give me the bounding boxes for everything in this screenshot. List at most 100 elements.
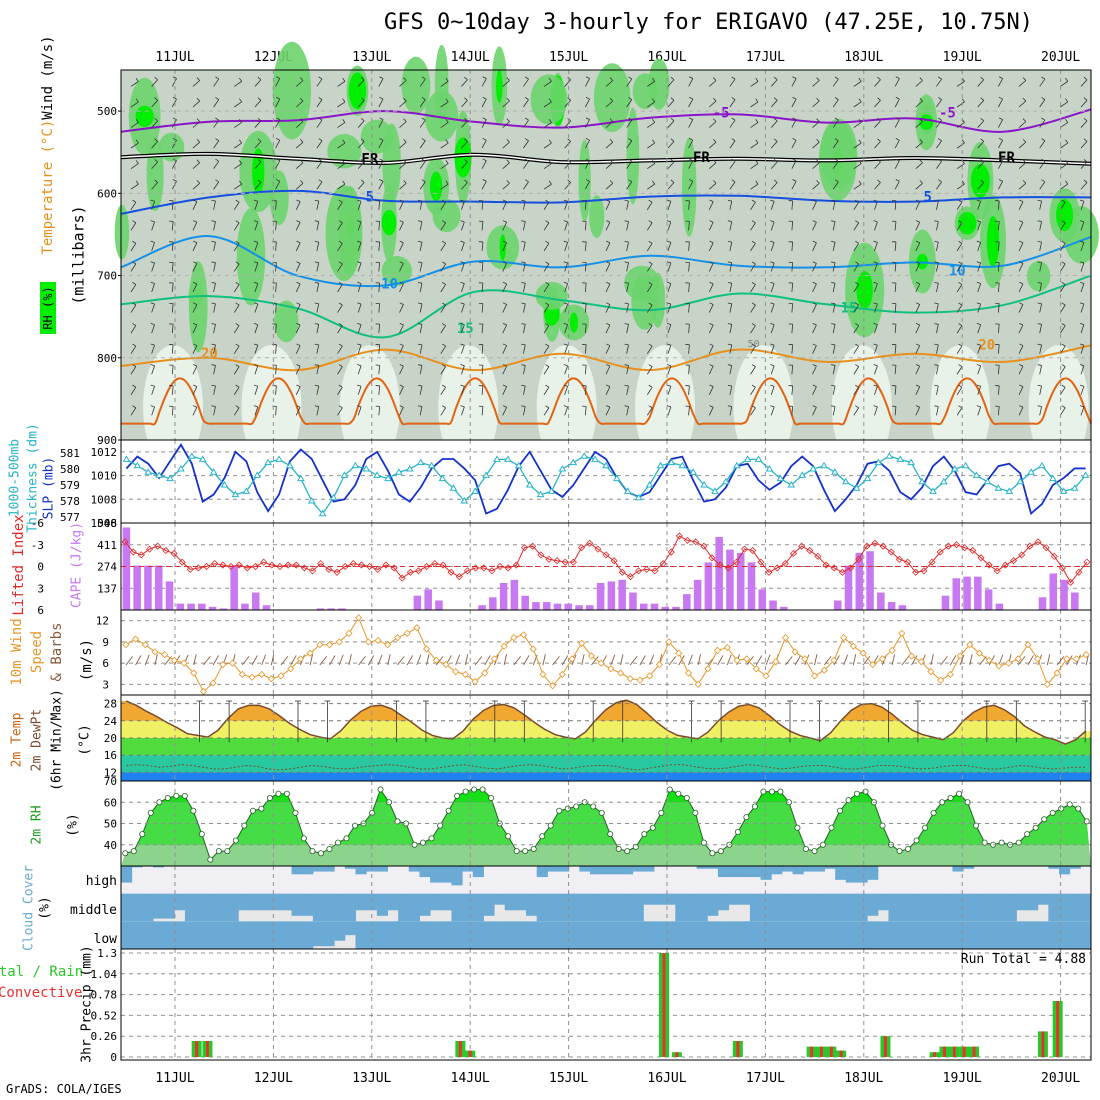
cloud-bar <box>973 921 985 949</box>
wind-barb <box>1018 304 1024 313</box>
wind-barb-flag <box>915 364 920 367</box>
cloud-bar <box>856 893 868 922</box>
wind-barb-flag <box>399 261 404 264</box>
cloud-bar <box>621 921 634 949</box>
wind-barb <box>626 99 633 108</box>
wind-speed-marker <box>723 643 731 652</box>
lifted-index-marker <box>594 545 602 553</box>
cape-bar <box>607 581 616 610</box>
wind-barb-flag <box>1022 97 1027 102</box>
rh-moist-area <box>632 73 658 110</box>
cloud-bar <box>302 866 314 875</box>
wind-barb-flag <box>379 117 384 120</box>
wind-speed-marker <box>432 656 440 664</box>
cloud-bar <box>771 921 783 949</box>
cloud-bar <box>142 921 154 949</box>
cape-bar <box>208 606 217 610</box>
wind-barb <box>1080 324 1085 334</box>
wind-barb-flag <box>958 240 963 244</box>
wind-barb-flag <box>1037 384 1042 387</box>
cloud-bar <box>611 893 623 922</box>
wind-barb-flag <box>1019 220 1024 223</box>
temp-band <box>121 738 1091 756</box>
millibars-label: (millibars) <box>69 205 87 304</box>
rh-marker <box>930 809 937 816</box>
wind-speed-marker <box>995 662 1003 670</box>
lifted-index-marker <box>308 567 317 575</box>
wind-barb-flag <box>1019 302 1024 305</box>
wind-barb-flag <box>628 76 633 80</box>
wind-barb <box>543 142 552 149</box>
wind-barb <box>357 79 365 87</box>
wind-barb <box>646 386 653 395</box>
wind-barb-10m <box>697 654 701 666</box>
wind-barb-flag <box>915 323 920 326</box>
wind-barb <box>151 386 155 395</box>
wind-barb <box>502 345 508 354</box>
wind-barb-flag <box>895 158 900 162</box>
wind-barb-flag <box>563 343 568 346</box>
wind-barb <box>275 78 281 87</box>
wind-barb-flag <box>606 384 611 388</box>
wind-barb <box>316 200 320 210</box>
wind-barb-flag <box>154 159 158 163</box>
rh-marker <box>130 848 137 855</box>
rh-tick-label: 60 <box>104 796 117 809</box>
cloud-units-label: (%) <box>38 896 53 919</box>
thickness-marker <box>329 493 338 501</box>
wind-barb-flag <box>150 281 155 284</box>
wind-barb-flag <box>460 384 465 387</box>
wind-barb-flag <box>1083 117 1088 122</box>
wind-barb <box>936 119 942 128</box>
wind-barb <box>977 100 985 108</box>
cloud-bar <box>856 921 868 949</box>
rh-marker <box>249 807 256 814</box>
rh-marker <box>1041 816 1048 823</box>
wind-barb <box>213 262 216 272</box>
wind-barb <box>461 324 465 334</box>
rh-dry-area <box>438 345 499 470</box>
wind-barb-flag <box>1061 384 1066 388</box>
wind-barb <box>357 242 362 252</box>
cape-tick-label: 411 <box>97 539 117 552</box>
wind-barb-flag <box>360 97 365 101</box>
cloud-bar <box>995 893 1007 922</box>
lifted-index-marker <box>773 564 781 572</box>
cloud-bar <box>579 893 591 922</box>
wind-barb <box>977 141 985 149</box>
wind-barb <box>461 182 468 190</box>
wind-barb <box>770 242 775 252</box>
wind-barb <box>977 262 982 272</box>
cloud-bar <box>867 893 879 916</box>
thickness-tick-label: 581 <box>60 447 80 460</box>
cloud-bar <box>653 893 666 905</box>
cloud-bar <box>483 893 495 916</box>
lifted-index-marker <box>317 560 325 568</box>
wind-barb <box>832 221 836 231</box>
wind-barb <box>915 386 921 395</box>
wind-barb-flag <box>873 323 878 325</box>
cloud-bar <box>1059 921 1071 949</box>
wind-barb <box>812 121 820 128</box>
wind-barb <box>1018 345 1024 354</box>
date-label-bottom: 17JUL <box>746 1071 785 1086</box>
wind-barb <box>1080 303 1085 313</box>
wind-barb <box>399 222 404 231</box>
wind-barb-flag <box>524 179 529 183</box>
wind-barb <box>1080 283 1085 293</box>
wind-barb-flag <box>357 199 362 202</box>
wind-barb <box>729 181 736 190</box>
rh-marker <box>624 848 631 855</box>
wind-barb-10m <box>474 656 483 666</box>
wind-barb <box>337 183 346 190</box>
wind-barb <box>440 142 449 149</box>
wind-barb <box>584 385 587 395</box>
cloud-bar <box>749 866 762 878</box>
wind-barb <box>977 283 982 293</box>
wind-speed-marker <box>1014 655 1022 663</box>
wind-barb-10m <box>1066 655 1073 666</box>
wind-barb <box>357 324 362 334</box>
wind-barb <box>171 303 174 313</box>
thickness-marker <box>536 490 545 498</box>
wind-barb <box>461 406 465 416</box>
